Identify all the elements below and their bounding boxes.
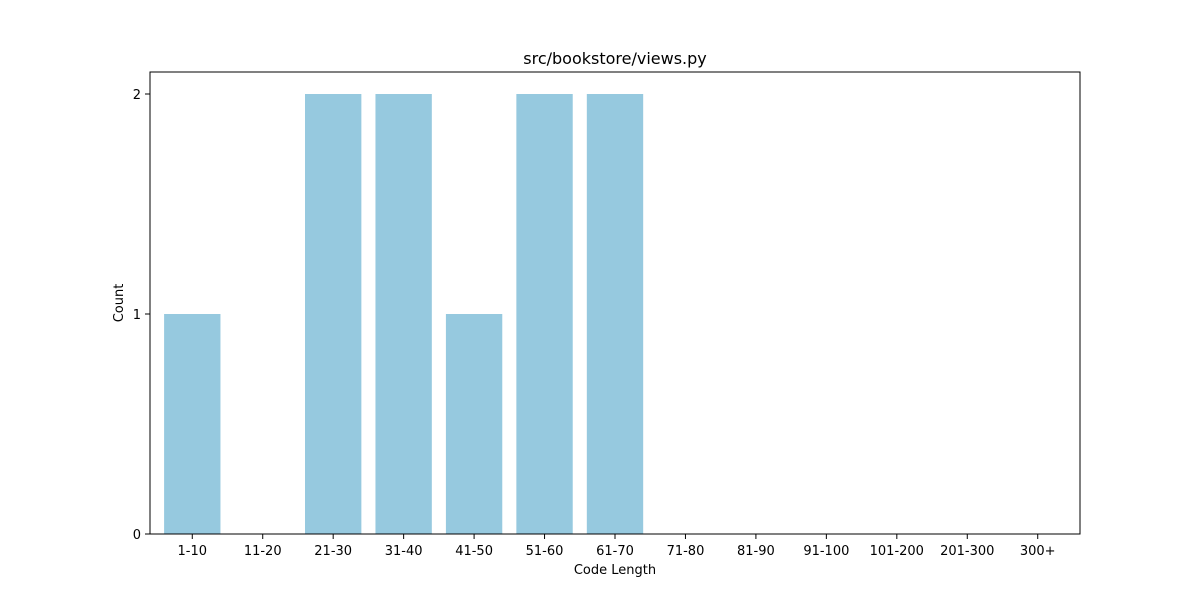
y-axis-ticks: 0 1 2 bbox=[133, 88, 150, 543]
x-tick-label: 31-40 bbox=[385, 544, 423, 559]
x-tick-label: 21-30 bbox=[314, 544, 352, 559]
x-tick-label: 41-50 bbox=[455, 544, 493, 559]
x-tick-label: 51-60 bbox=[526, 544, 564, 559]
x-axis-label: Code Length bbox=[574, 563, 656, 578]
y-tick-label: 2 bbox=[133, 88, 141, 103]
x-axis-ticks: 1-10 11-20 21-30 31-40 41-50 51-60 61-70 71-80 8… bbox=[178, 534, 1056, 559]
x-tick-label: 300+ bbox=[1020, 544, 1056, 559]
x-tick-label: 101-200 bbox=[870, 544, 924, 559]
y-tick-label: 0 bbox=[133, 528, 141, 543]
x-tick-label: 1-10 bbox=[178, 544, 208, 559]
x-tick-label: 91-100 bbox=[803, 544, 849, 559]
x-tick-label: 71-80 bbox=[667, 544, 705, 559]
x-tick-label: 61-70 bbox=[596, 544, 634, 559]
x-tick-label: 11-20 bbox=[244, 544, 282, 559]
x-tick-label: 81-90 bbox=[737, 544, 775, 559]
plot-frame bbox=[149, 71, 1081, 535]
bar-61-70 bbox=[586, 94, 644, 534]
y-tick-label: 1 bbox=[133, 308, 141, 323]
bars-group bbox=[164, 94, 644, 534]
y-axis-label: Count bbox=[112, 284, 127, 323]
bar-21-30 bbox=[305, 94, 362, 534]
bar-31-40 bbox=[375, 94, 432, 534]
bar-1-10 bbox=[164, 314, 221, 534]
bar-41-50 bbox=[445, 314, 503, 534]
bar-51-60 bbox=[516, 94, 573, 534]
x-tick-label: 201-300 bbox=[940, 544, 994, 559]
chart-title: src/bookstore/views.py bbox=[523, 49, 707, 68]
